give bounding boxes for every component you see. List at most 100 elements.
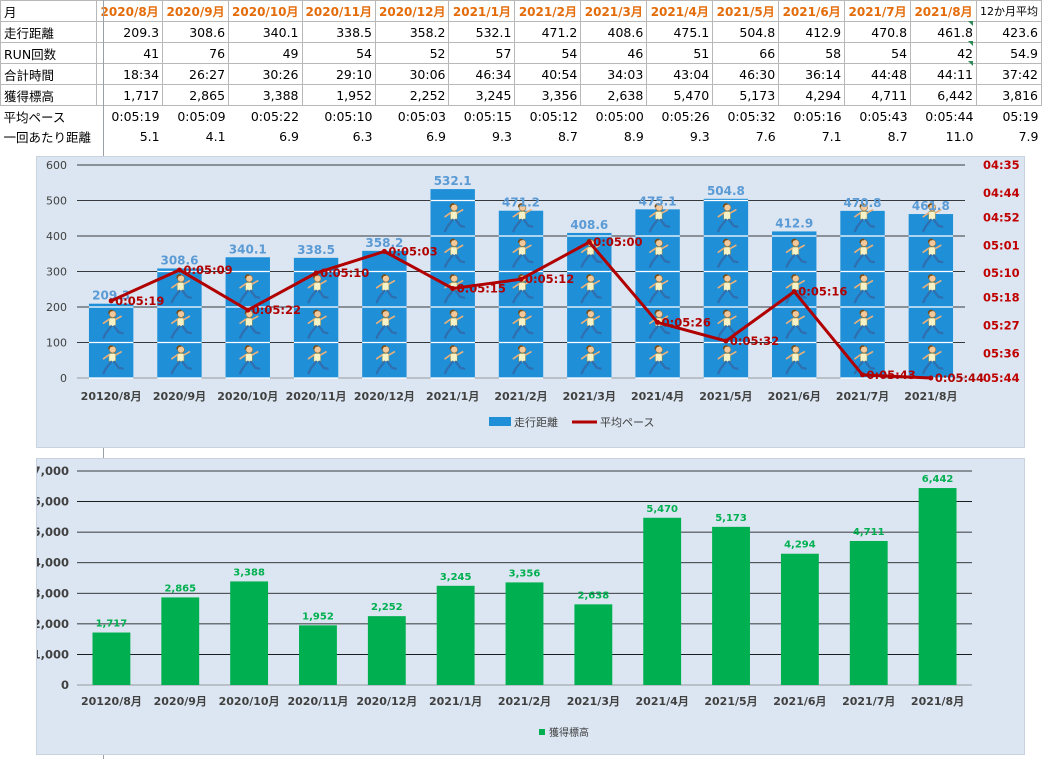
- table-row: 一回あたり距離 5.1 4.1 6.9 6.3 6.9 9.3 8.7 8.9 9.3 7.6 7.1…: [1, 126, 1042, 146]
- table-cell: 41: [96, 42, 164, 64]
- elevation-data-label: 6,442: [922, 474, 954, 485]
- table-cell: 5,470: [646, 84, 714, 106]
- distance-data-label: 358.2: [365, 236, 403, 250]
- table-cell: 475.1: [646, 21, 714, 43]
- legend-swatch-elevation: [539, 729, 545, 735]
- x-tick-label: 2021/3月: [563, 390, 616, 403]
- table-cell: 0:05:44: [925, 108, 974, 124]
- table-cell: 8.7: [887, 128, 908, 144]
- x-tick-label: 2021/2月: [494, 390, 547, 403]
- table-cell: 6.9: [426, 128, 446, 144]
- table-cell: 29:10: [301, 63, 377, 85]
- x-tick-label: 2020/11月: [287, 695, 348, 708]
- runner-icon: [922, 345, 944, 375]
- y2-tick-label: 05:18: [983, 291, 1020, 305]
- table-cell: 0:05:32: [727, 108, 776, 124]
- legend-swatch-distance: [489, 417, 511, 426]
- table-cell: 6.3: [352, 128, 373, 144]
- legend-label-pace: 平均ペース: [600, 416, 654, 429]
- table-cell: 0:05:22: [250, 108, 300, 124]
- summary-table: 月 2020/8月 2020/9月 2020/10月 2020/11月 2020/12月 2…: [0, 0, 1042, 146]
- average-cell: 7.9: [1018, 128, 1039, 144]
- y-tick-label: 600: [46, 159, 67, 172]
- runner-icon: [853, 345, 876, 375]
- table-cell: 0:05:19: [111, 108, 160, 124]
- table-cell: 18:34: [96, 63, 164, 85]
- elevation-data-label: 2,638: [578, 590, 610, 601]
- row-label: 一回あたり距離: [3, 129, 92, 145]
- average-cell: 3,816: [975, 84, 1042, 106]
- table-cell: 0:05:10: [324, 108, 373, 124]
- table-cell: 504.8: [712, 21, 780, 43]
- y2-tick-label: 05:27: [983, 319, 1020, 333]
- table-cell: 0:05:12: [529, 108, 578, 124]
- distance-data-label: 408.6: [570, 218, 608, 232]
- table-cell: 51: [646, 42, 714, 64]
- table-cell: 0:05:43: [859, 108, 908, 124]
- elevation-data-label: 3,388: [233, 567, 265, 578]
- elevation-bar: [643, 517, 682, 685]
- table-row: 獲得標高 1,717 2,865 3,388 1,952 2,252 3,245 3,356 2…: [0, 84, 1042, 106]
- table-cell: 8.9: [623, 128, 644, 144]
- runner-icon: [580, 274, 602, 304]
- table-cell: 358.2: [374, 21, 450, 43]
- error-indicator-icon: [968, 21, 973, 26]
- row-label: 平均ペース: [3, 109, 66, 125]
- runner-icon: [239, 309, 261, 339]
- elevation-data-label: 2,252: [371, 602, 403, 613]
- average-cell: 423.6: [975, 21, 1042, 43]
- y2-tick-label: 04:52: [983, 210, 1020, 224]
- table-cell: 44:11: [910, 63, 977, 85]
- table-cell: 3,245: [448, 84, 516, 106]
- table-cell: 46: [580, 42, 648, 64]
- runner-icon: [785, 309, 807, 339]
- table-cell: 471.2: [514, 21, 582, 43]
- pace-data-label: 0:05:09: [183, 263, 232, 277]
- x-tick-label: 2021/8月: [911, 695, 964, 708]
- pace-point: [245, 307, 251, 313]
- table-cell: 0:05:26: [661, 108, 710, 124]
- table-cell: 2,865: [162, 84, 230, 106]
- elevation-bar: [712, 526, 750, 685]
- month-header: 2020/12月: [374, 0, 450, 22]
- runner-icon: [170, 345, 193, 375]
- pace-data-label: 0:05:16: [798, 285, 847, 299]
- elevation-bar: [780, 553, 819, 685]
- table-cell: 8.7: [557, 128, 578, 144]
- runner-icon: [648, 203, 671, 233]
- runner-icon: [512, 345, 534, 375]
- pace-point: [313, 270, 319, 276]
- x-tick-label: 2021/3月: [567, 695, 620, 708]
- pace-data-label: 0:05:10: [320, 266, 369, 280]
- table-cell: 44:48: [844, 63, 912, 85]
- table-corner-label: 月: [0, 0, 98, 22]
- runner-icon: [922, 309, 944, 339]
- y2-tick-label: 04:44: [983, 186, 1020, 200]
- y-tick-label: 0: [60, 372, 67, 385]
- x-tick-label: 20120/8月: [81, 390, 142, 403]
- x-tick-label: 2020/11月: [286, 390, 347, 403]
- runner-icon: [443, 238, 466, 268]
- table-cell: 209.3: [96, 21, 164, 43]
- elevation-bar: [918, 488, 957, 685]
- table-cell: 57: [448, 42, 516, 64]
- average-header: 12か月平均: [975, 0, 1042, 22]
- y-tick-label: 0: [61, 678, 69, 692]
- table-cell: 532.1: [448, 21, 516, 43]
- runner-icon: [375, 274, 397, 304]
- y-tick-label: 2,000: [37, 617, 69, 631]
- row-label: 走行距離: [0, 21, 98, 43]
- pace-data-label: 0:05:19: [115, 294, 164, 308]
- table-row: 走行距離 209.3 308.6 340.1 338.5 358.2 532.1 471.2 4…: [0, 21, 1042, 43]
- pace-data-label: 0:05:44: [935, 371, 984, 385]
- legend-label-distance: 走行距離: [514, 415, 558, 429]
- table-cell: 0:05:03: [397, 108, 446, 124]
- distance-data-label: 532.1: [434, 174, 472, 188]
- elevation-bar: [367, 616, 406, 685]
- runner-icon: [512, 238, 534, 268]
- table-cell: 470.8: [844, 21, 912, 43]
- month-header: 2020/11月: [301, 0, 377, 22]
- table-cell: 412.9: [778, 21, 846, 43]
- runner-icon: [375, 309, 397, 339]
- table-cell: 7.6: [755, 128, 776, 144]
